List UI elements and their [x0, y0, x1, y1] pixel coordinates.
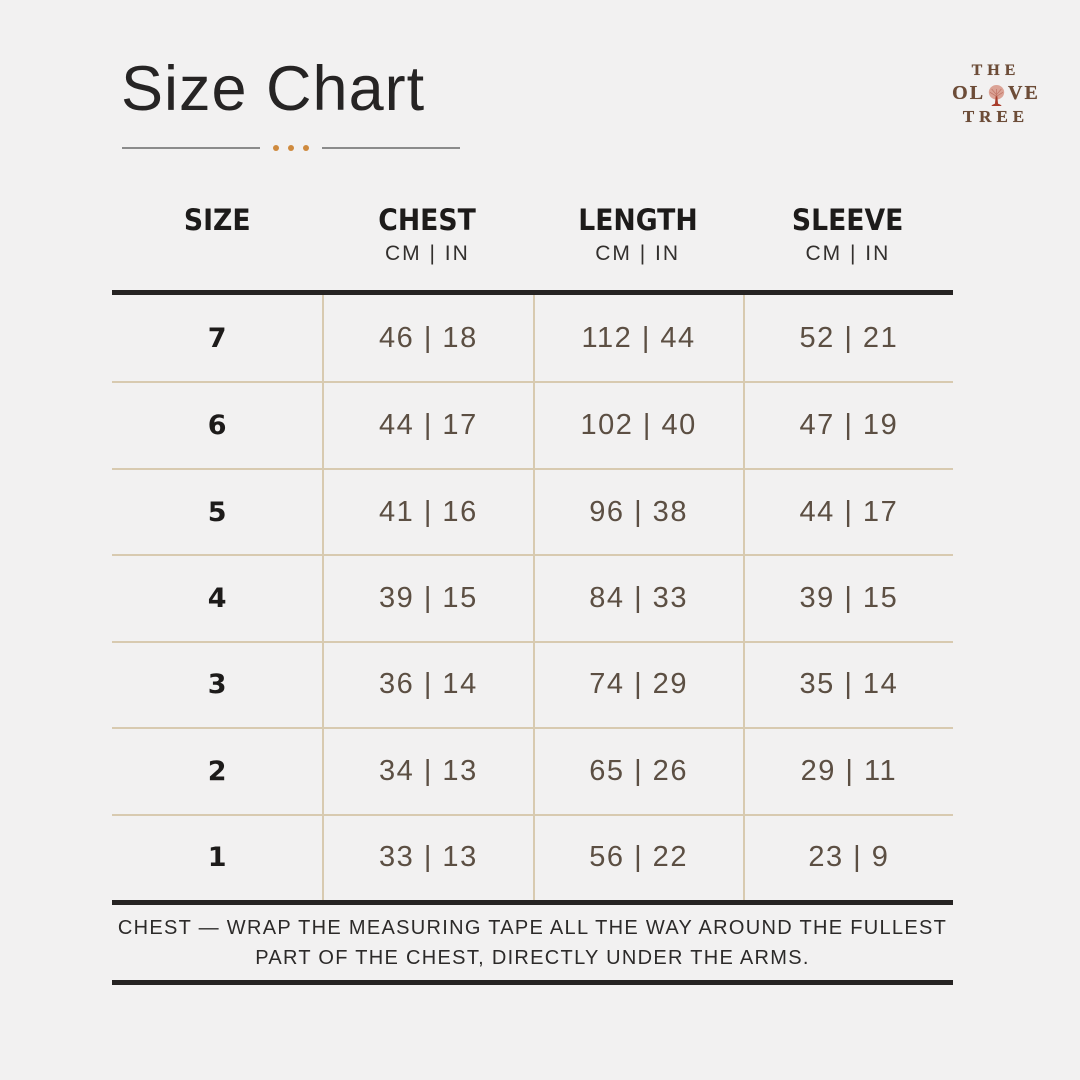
length-value-cell: 65 | 26 [532, 727, 743, 814]
column-header-length: LENGTH CM | IN [533, 203, 743, 266]
column-units: CM | IN [805, 242, 891, 265]
sleeve-value-cell: 29 | 11 [742, 727, 953, 814]
brand-logo: THE OL VE TREE [932, 62, 1060, 127]
page-title: Size Chart [121, 54, 426, 124]
column-units: CM | IN [595, 242, 681, 265]
length-value-cell: 56 | 22 [532, 813, 743, 900]
length-value-cell: 112 | 44 [532, 295, 743, 382]
chest-value-cell: 36 | 14 [322, 640, 533, 728]
column-header-size: SIZE [112, 203, 322, 266]
column-units [112, 241, 322, 266]
olive-tree-icon [988, 84, 1005, 106]
size-cell: 1 [112, 813, 323, 900]
sleeve-value-cell: 47 | 19 [742, 381, 953, 468]
column-label: LENGTH [577, 203, 698, 237]
column-units: CM | IN [384, 242, 470, 265]
chest-value-cell: 44 | 17 [322, 381, 533, 468]
chest-value-cell: 46 | 18 [322, 295, 532, 382]
column-header-chest: CHEST CM | IN [322, 203, 532, 266]
logo-text-ve: VE [1008, 82, 1040, 104]
length-value-cell: 96 | 38 [532, 467, 743, 555]
size-cell: 5 [112, 467, 323, 554]
logo-text-tree: TREE [962, 107, 1030, 126]
size-cell: 6 [112, 381, 323, 467]
dot-icon [288, 145, 294, 151]
footer-bottom-rule [112, 980, 953, 985]
underline-left-segment [122, 147, 260, 149]
column-label: CHEST [378, 203, 477, 237]
length-value-cell: 74 | 29 [532, 640, 743, 728]
logo-text-ol: OL [952, 82, 986, 104]
title-underline [122, 143, 460, 153]
table-header-row: SIZE CHEST CM | IN LENGTH CM | IN SLEEVE… [112, 203, 953, 266]
table-bottom-rule [112, 900, 953, 905]
sleeve-value-cell: 52 | 21 [742, 295, 953, 382]
size-cell: 7 [207, 322, 227, 354]
underline-dots [273, 145, 309, 151]
dot-icon [303, 145, 309, 151]
chest-value-cell: 33 | 13 [322, 813, 533, 900]
chest-value-cell: 34 | 13 [322, 727, 533, 814]
column-label: SIZE [183, 203, 251, 237]
chest-value-cell: 41 | 16 [322, 467, 533, 555]
measuring-note-line: PART OF THE CHEST, DIRECTLY UNDER THE AR… [255, 946, 810, 969]
sleeve-value-cell: 35 | 14 [742, 640, 953, 728]
size-cell: 4 [112, 554, 323, 640]
logo-text-the: THE [971, 62, 1021, 79]
sleeve-value-cell: 44 | 17 [742, 467, 953, 555]
size-cell: 2 [112, 727, 323, 813]
size-table-body: 7 46 | 18 112 | 44 52 | 21 6 44 | 17 102 | 40 4… [112, 295, 953, 900]
length-value-cell: 102 | 40 [532, 381, 743, 468]
logo-text-olive: OL VE [932, 82, 1060, 106]
dot-icon [273, 145, 279, 151]
column-label: SLEEVE [792, 203, 904, 237]
underline-right-segment [322, 147, 460, 149]
header-divider-rule [112, 290, 953, 295]
sleeve-value-cell: 39 | 15 [742, 554, 953, 641]
sleeve-value-cell: 23 | 9 [742, 813, 953, 900]
size-cell: 3 [112, 640, 323, 727]
measuring-note: CHEST — WRAP THE MEASURING TAPE ALL THE … [112, 905, 953, 980]
chest-value-cell: 39 | 15 [322, 554, 533, 641]
column-header-sleeve: SLEEVE CM | IN [743, 203, 953, 266]
measuring-note-line: CHEST — WRAP THE MEASURING TAPE ALL THE … [117, 916, 948, 939]
length-value-cell: 84 | 33 [532, 554, 743, 641]
